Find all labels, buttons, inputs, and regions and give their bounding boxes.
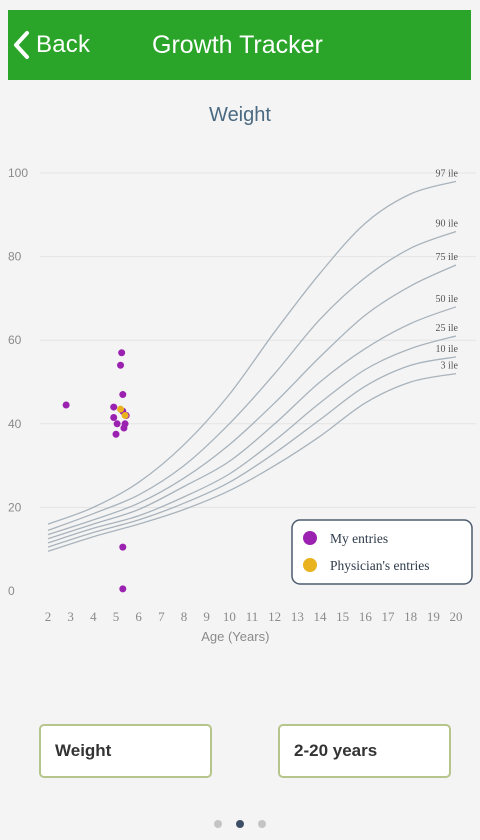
y-tick-label: 0: [8, 584, 15, 598]
y-tick-label: 60: [8, 333, 22, 347]
x-tick-label: 12: [268, 609, 281, 624]
percentile-label: 90 ile: [436, 219, 459, 230]
page-dot[interactable]: [236, 820, 244, 828]
percentile-curve: [47, 264, 457, 536]
page-title: Growth Tracker: [152, 31, 323, 59]
x-tick-label: 18: [404, 609, 417, 624]
y-tick-label: 40: [8, 417, 22, 431]
page-dot[interactable]: [214, 820, 222, 828]
x-tick-label: 9: [203, 609, 210, 624]
back-button[interactable]: Back: [12, 10, 90, 80]
x-tick-label: 10: [223, 609, 236, 624]
my-entries-point: [112, 430, 120, 438]
percentile-curve: [47, 306, 457, 540]
y-tick-label: 100: [8, 166, 28, 180]
chart-legend: [291, 519, 473, 585]
my-entries-point: [113, 420, 121, 428]
percentile-label: 97 ile: [436, 168, 459, 179]
percentile-label: 25 ile: [436, 323, 459, 334]
page-dot[interactable]: [258, 820, 266, 828]
chevron-left-icon: [14, 31, 29, 59]
percentile-label: 50 ile: [436, 294, 459, 305]
percentile-label: 3 ile: [441, 361, 459, 372]
metric-selector-label: Weight: [55, 741, 112, 760]
age-range-selector[interactable]: 2-20 years: [278, 724, 451, 778]
my-entries-point: [119, 543, 127, 551]
y-tick-label: 20: [8, 500, 22, 514]
x-tick-label: 5: [113, 609, 120, 624]
x-tick-label: 15: [336, 609, 349, 624]
legend-swatch: [303, 558, 317, 572]
age-range-selector-label: 2-20 years: [294, 741, 378, 760]
percentile-curve: [47, 335, 457, 544]
percentile-label: 75 ile: [436, 252, 459, 263]
growth-chart: 0 20 40 60 80 100 2 3 4 5 6 7 8 9 10 11 12 13 14 15 16 17 18 19…: [8, 166, 476, 644]
my-entries-point: [121, 420, 129, 428]
x-tick-label: 11: [246, 609, 259, 624]
metric-selector[interactable]: Weight: [39, 724, 212, 778]
back-label: Back: [36, 31, 91, 58]
x-tick-label: 19: [427, 609, 440, 624]
percentile-label: 10 ile: [436, 344, 459, 355]
physician-s-entries-point: [121, 411, 129, 419]
y-tick-label: 80: [8, 250, 22, 264]
chart-title: Weight: [209, 104, 271, 126]
x-tick-label: 8: [181, 609, 188, 624]
x-tick-label: 20: [450, 609, 463, 624]
my-entries-point: [62, 401, 70, 409]
x-tick-label: 2: [45, 609, 52, 624]
my-entries-point: [110, 414, 118, 422]
app-header: Back Growth Tracker: [8, 10, 471, 80]
my-entries-point: [117, 361, 125, 369]
percentile-curve: [47, 356, 457, 548]
my-entries-point: [119, 585, 127, 593]
x-tick-label: 16: [359, 609, 373, 624]
physician-s-entries-point: [117, 405, 125, 413]
x-tick-label: 4: [90, 609, 97, 624]
my-entries-point: [110, 403, 118, 411]
page-indicator: [0, 820, 480, 828]
x-tick-label: 7: [158, 609, 165, 624]
percentile-curve: [47, 230, 457, 532]
x-tick-label: 6: [135, 609, 142, 624]
x-tick-label: 3: [67, 609, 74, 624]
percentile-curve: [47, 372, 457, 552]
x-tick-label: 17: [382, 609, 396, 624]
x-axis-label: Age (Years): [201, 629, 269, 644]
x-tick-label: 14: [314, 609, 328, 624]
my-entries-point: [119, 391, 127, 399]
legend-label: My entries: [330, 531, 388, 546]
my-entries-point: [118, 349, 126, 357]
percentile-curve: [47, 180, 457, 525]
x-tick-label: 13: [291, 609, 304, 624]
legend-label: Physician's entries: [330, 558, 430, 573]
legend-swatch: [303, 531, 317, 545]
